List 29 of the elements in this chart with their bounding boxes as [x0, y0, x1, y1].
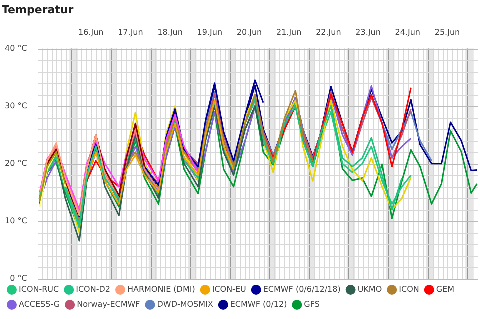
x-tick-label: 17.Jun	[118, 28, 144, 38]
legend-label: DWD-MOSMIX	[157, 300, 214, 310]
legend-label: ICON-RUC	[19, 285, 60, 294]
legend-label: HARMONIE (DMI)	[127, 285, 196, 294]
x-tick-label: 19.Jun	[197, 28, 223, 38]
y-tick-label: 30 °C	[4, 101, 28, 110]
y-tick-label: 0 °C	[10, 274, 28, 284]
legend-label: ECMWF (0/6/12/18)	[263, 285, 341, 294]
legend-label: GEM	[436, 285, 455, 294]
x-tick-label: 24.Jun	[395, 28, 420, 38]
legend-label: GFS	[304, 300, 320, 310]
legend-label: ICON-EU	[212, 285, 246, 294]
x-tick-label: 22.Jun	[316, 28, 342, 38]
legend-label: ICON	[399, 285, 420, 294]
legend-label: ACCESS-G	[19, 300, 60, 310]
legend-label: ECMWF (0/12)	[230, 300, 288, 310]
legend-label: Norway-ECMWF	[77, 300, 141, 310]
y-tick-label: 40 °C	[4, 44, 28, 53]
x-tick-label: 21.Jun	[276, 28, 302, 38]
x-tick-label: 18.Jun	[158, 28, 183, 38]
x-tick-label: 25.Jun	[434, 28, 460, 38]
x-tick-label: 23.Jun	[356, 28, 381, 38]
x-tick-label: 16.Jun	[78, 28, 104, 38]
x-tick-label: 20.Jun	[236, 28, 262, 38]
y-tick-label: 10 °C	[4, 216, 28, 226]
chart-title: Temperatur	[2, 3, 74, 16]
legend-label: ICON-D2	[76, 285, 110, 294]
y-tick-label: 20 °C	[4, 158, 28, 168]
legend-label: UKMO	[358, 285, 382, 294]
